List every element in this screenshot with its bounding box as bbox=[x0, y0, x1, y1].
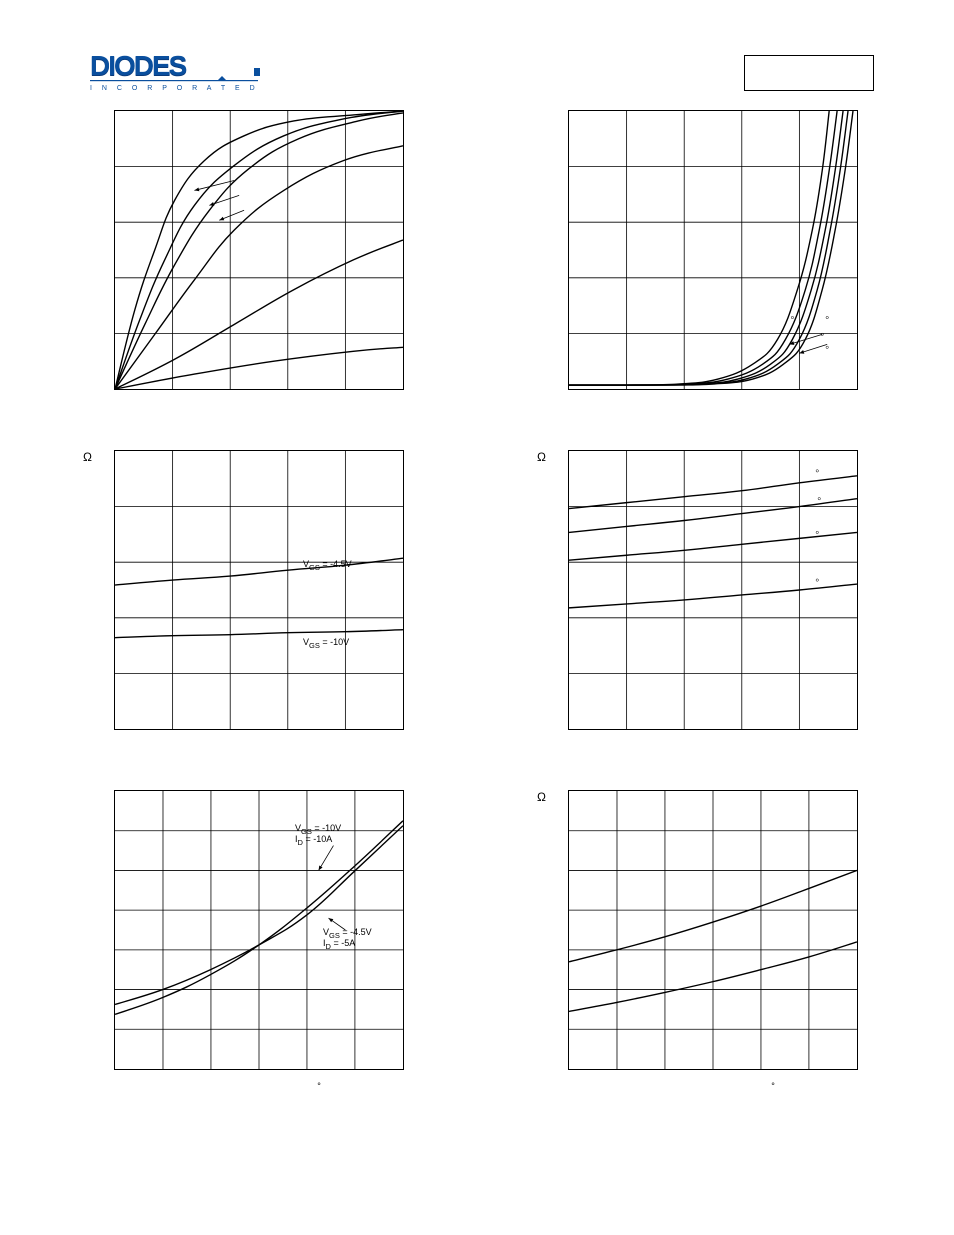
chart-5-xlabel: ° bbox=[114, 1087, 404, 1098]
chart-1-plot bbox=[115, 111, 403, 389]
page: DIODES DIODES I N C O R P O R A T E D bbox=[0, 0, 954, 1235]
chart-1-box bbox=[114, 110, 404, 390]
chart-3-box: VGS = -4.5V VGS = -10V bbox=[114, 450, 404, 730]
part-number-box bbox=[744, 55, 874, 91]
chart-2-box bbox=[568, 110, 858, 390]
chart-5-box: VGS = -10V ID = -10A VGS = -4.5V ID = -5… bbox=[114, 790, 404, 1070]
header: DIODES DIODES I N C O R P O R A T E D bbox=[0, 0, 954, 100]
diodes-logo-svg: DIODES DIODES I N C O R P O R A T E D bbox=[90, 50, 270, 92]
chart-row-1 bbox=[80, 110, 874, 390]
chart-row-2: Ω VGS = -4.5V bbox=[80, 450, 874, 730]
chart-3-ylabel: Ω bbox=[83, 450, 92, 464]
chart-row-3: VGS = -10V ID = -10A VGS = -4.5V ID = -5… bbox=[80, 790, 874, 1070]
chart-3: Ω VGS = -4.5V bbox=[80, 450, 420, 730]
chart-5: VGS = -10V ID = -10A VGS = -4.5V ID = -5… bbox=[80, 790, 420, 1070]
chart-4-plot bbox=[569, 451, 857, 729]
chart-6-xlabel: ° bbox=[568, 1087, 858, 1098]
chart-4-box bbox=[568, 450, 858, 730]
logo-sub-text: I N C O R P O R A T E D bbox=[90, 85, 259, 92]
chart-4: Ω bbox=[534, 450, 874, 730]
diodes-logo: DIODES DIODES I N C O R P O R A T E D bbox=[90, 50, 270, 97]
chart-4-ylabel: Ω bbox=[537, 450, 546, 464]
chart-6: Ω ° bbox=[534, 790, 874, 1070]
chart-6-ylabel: Ω bbox=[537, 790, 546, 804]
chart-3-label-2: VGS = -10V bbox=[303, 637, 349, 650]
chart-6-box bbox=[568, 790, 858, 1070]
chart-3-plot bbox=[115, 451, 403, 729]
chart-3-label-1: VGS = -4.5V bbox=[303, 559, 352, 572]
chart-1 bbox=[80, 110, 420, 390]
chart-6-plot bbox=[569, 791, 857, 1069]
chart-2 bbox=[534, 110, 874, 390]
chart-5-label-1b: ID = -10A bbox=[295, 834, 332, 847]
logo-main-text: DIODES bbox=[90, 50, 187, 81]
chart-5-label-2b: ID = -5A bbox=[323, 938, 355, 951]
charts-grid: Ω VGS = -4.5V bbox=[0, 100, 954, 1070]
chart-2-plot bbox=[569, 111, 857, 389]
